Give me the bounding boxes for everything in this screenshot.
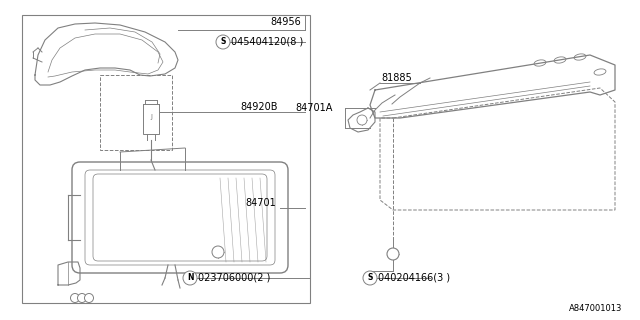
Circle shape bbox=[183, 271, 197, 285]
Text: 040204166(3 ): 040204166(3 ) bbox=[378, 273, 450, 283]
Text: 045404120(8 ): 045404120(8 ) bbox=[231, 37, 303, 47]
Text: 84920B: 84920B bbox=[240, 102, 278, 112]
Text: 84701: 84701 bbox=[245, 198, 276, 208]
Circle shape bbox=[77, 293, 86, 302]
Circle shape bbox=[357, 115, 367, 125]
Text: 023706000(2 ): 023706000(2 ) bbox=[198, 273, 270, 283]
Circle shape bbox=[70, 293, 79, 302]
Text: A847001013: A847001013 bbox=[568, 304, 622, 313]
Circle shape bbox=[216, 35, 230, 49]
Text: 84701A: 84701A bbox=[296, 103, 333, 113]
Bar bbox=[100, 75, 172, 150]
Text: S: S bbox=[220, 37, 226, 46]
Text: N: N bbox=[187, 274, 193, 283]
Text: 84956: 84956 bbox=[270, 17, 301, 27]
Bar bbox=[22, 15, 310, 303]
Text: 81885: 81885 bbox=[381, 73, 412, 83]
Text: J: J bbox=[150, 114, 152, 120]
Circle shape bbox=[387, 248, 399, 260]
Text: S: S bbox=[367, 274, 372, 283]
Circle shape bbox=[212, 246, 224, 258]
Bar bbox=[143, 104, 159, 134]
Circle shape bbox=[84, 293, 93, 302]
Circle shape bbox=[363, 271, 377, 285]
